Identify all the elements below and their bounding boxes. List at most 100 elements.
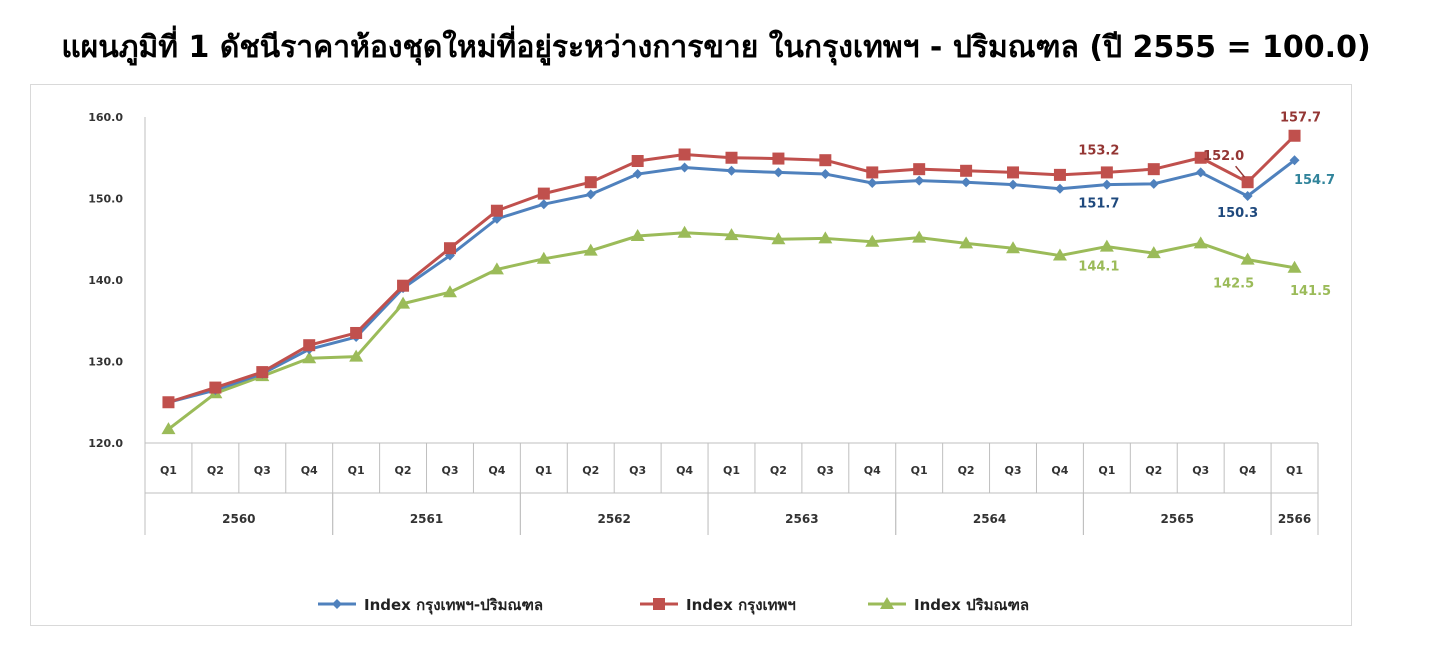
data-point	[819, 154, 832, 167]
data-point	[959, 236, 974, 249]
chart-axes: 120.0 130.0 140.0 150.0 160.0 Q1 Q2 Q3 Q4 Q1 Q2 Q3 Q…	[88, 111, 1319, 535]
data-point	[1006, 241, 1021, 254]
data-point	[1052, 248, 1067, 261]
x-year-label: 2561	[410, 512, 443, 526]
chart-annotations: 153.2 152.0 157.7 151.7 150.3 154.7 144.1 142.5…	[1078, 111, 1335, 299]
data-point	[1054, 183, 1065, 194]
data-point	[773, 167, 784, 178]
y-tick-label: 130.0	[88, 356, 123, 369]
x-quarter-label: Q2	[207, 464, 224, 477]
data-point	[490, 204, 503, 217]
series-line	[168, 159, 1296, 404]
x-year-label: 2562	[597, 512, 630, 526]
data-point	[912, 230, 927, 243]
x-quarter-label: Q3	[1192, 464, 1209, 477]
data-point	[1195, 167, 1206, 178]
data-label: 151.7	[1078, 197, 1119, 212]
data-label: 153.2	[1078, 143, 1119, 158]
data-point	[161, 422, 176, 435]
data-point	[1240, 252, 1255, 265]
y-tick-label: 140.0	[88, 274, 123, 287]
data-point	[1008, 179, 1019, 190]
data-point	[302, 351, 317, 364]
data-point	[1289, 155, 1300, 166]
y-tick-label: 160.0	[88, 111, 123, 124]
x-quarter-label: Q2	[1145, 464, 1162, 477]
x-quarter-label: Q1	[535, 464, 552, 477]
x-quarter-label: Q4	[864, 464, 881, 477]
x-quarter-label: Q1	[1098, 464, 1115, 477]
data-point	[818, 231, 833, 244]
data-point	[677, 225, 692, 238]
data-point	[771, 232, 786, 245]
x-quarter-label: Q4	[1239, 464, 1256, 477]
data-point	[350, 326, 363, 339]
data-point	[349, 349, 364, 362]
y-tick-label: 150.0	[88, 193, 123, 206]
data-point	[632, 169, 643, 180]
x-quarter-label: Q2	[582, 464, 599, 477]
x-quarter-label: Q1	[1286, 464, 1303, 477]
legend-marker	[332, 599, 342, 609]
data-label: 152.0	[1203, 149, 1244, 164]
data-point	[396, 296, 411, 309]
data-point	[584, 176, 597, 189]
data-point	[1193, 236, 1208, 249]
x-quarter-label: Q4	[676, 464, 693, 477]
data-point	[1288, 129, 1301, 142]
data-point	[1242, 191, 1253, 202]
data-point	[725, 151, 738, 164]
data-point	[1100, 166, 1113, 179]
data-point	[585, 189, 596, 200]
data-point	[772, 152, 785, 165]
x-quarter-label: Q2	[958, 464, 975, 477]
data-point	[538, 199, 549, 210]
x-quarter-label: Q1	[160, 464, 177, 477]
data-point	[866, 166, 879, 179]
data-point	[1241, 176, 1254, 189]
data-point	[303, 339, 316, 352]
x-quarter-label: Q3	[817, 464, 834, 477]
data-point	[1194, 151, 1207, 164]
data-point	[1287, 260, 1302, 273]
x-quarter-label: Q3	[441, 464, 458, 477]
x-quarter-label: Q3	[254, 464, 271, 477]
chart-frame	[30, 84, 1352, 626]
data-point	[724, 228, 739, 241]
data-point	[1007, 166, 1020, 179]
x-year-label: 2560	[222, 512, 255, 526]
data-point	[1099, 239, 1114, 252]
data-point	[960, 164, 973, 177]
data-point	[630, 228, 645, 241]
chart-series	[161, 129, 1302, 435]
series-line	[167, 231, 1295, 431]
x-quarter-label: Q4	[1051, 464, 1068, 477]
data-point	[678, 148, 691, 161]
x-quarter-label: Q3	[629, 464, 646, 477]
data-point	[443, 242, 456, 255]
data-point	[631, 155, 644, 168]
data-label: 142.5	[1213, 277, 1254, 292]
data-label: 157.7	[1280, 111, 1321, 126]
x-quarter-label: Q1	[348, 464, 365, 477]
data-point	[162, 396, 175, 409]
x-year-label: 2563	[785, 512, 818, 526]
data-label: 141.5	[1290, 284, 1331, 299]
data-point	[914, 175, 925, 186]
data-point	[820, 169, 831, 180]
data-point	[726, 165, 737, 176]
x-quarter-label: Q2	[770, 464, 787, 477]
x-quarter-label: Q4	[301, 464, 318, 477]
data-point	[209, 381, 222, 394]
data-point	[536, 251, 551, 264]
data-point	[1148, 178, 1159, 189]
legend-label: Index กรุงเทพฯ-ปริมณฑล	[364, 596, 543, 615]
data-point	[583, 243, 598, 256]
y-tick-label: 120.0	[88, 437, 123, 450]
data-label: 144.1	[1078, 260, 1119, 275]
data-point	[397, 279, 410, 292]
chart-title: แผนภูมิที่ 1 ดัชนีราคาห้องชุดใหม่ที่อยู่…	[61, 30, 1371, 65]
data-point	[679, 162, 690, 173]
data-point	[867, 178, 878, 189]
